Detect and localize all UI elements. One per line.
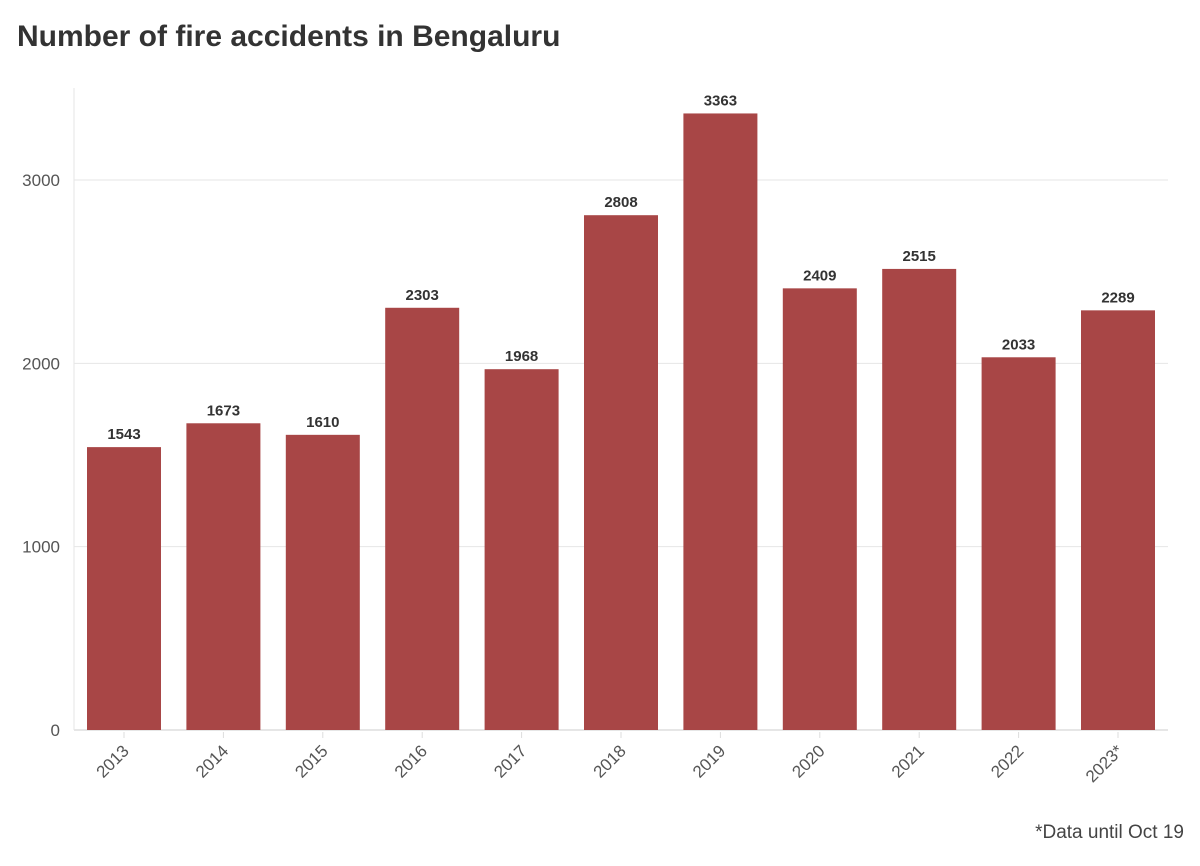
- bar: [87, 447, 161, 730]
- x-tick-label: 2015: [291, 741, 331, 781]
- bar: [484, 369, 559, 730]
- data-label: 2289: [1101, 289, 1134, 306]
- bar: [385, 307, 460, 730]
- x-tick-label: 2016: [391, 741, 431, 781]
- x-tick-label: 2023*: [1082, 741, 1127, 786]
- bar: [981, 357, 1056, 730]
- y-tick-label: 0: [51, 721, 60, 740]
- bar: [584, 215, 658, 730]
- x-tick-label: 2014: [192, 741, 232, 781]
- data-label: 1610: [306, 414, 339, 431]
- bar: [1081, 310, 1155, 730]
- bar: [285, 434, 360, 730]
- footnote: *Data until Oct 19: [1035, 822, 1184, 843]
- data-label: 1968: [505, 348, 538, 365]
- x-tick-label: 2019: [689, 741, 729, 781]
- data-label: 2033: [1002, 336, 1035, 353]
- x-tick-label: 2017: [490, 741, 530, 781]
- bar: [782, 288, 857, 730]
- data-label: 1673: [207, 402, 240, 419]
- x-tick-label: 2018: [590, 741, 630, 781]
- x-tick-label: 2013: [93, 741, 133, 781]
- data-label: 2409: [803, 267, 836, 284]
- chart-title: Number of fire accidents in Bengaluru: [17, 20, 561, 53]
- data-label: 2515: [903, 248, 936, 265]
- y-tick-label: 3000: [22, 171, 60, 190]
- x-tick-label: 2021: [888, 741, 928, 781]
- bar: [683, 113, 758, 730]
- bar: [186, 423, 261, 730]
- data-label: 2303: [406, 287, 439, 304]
- bar: [882, 268, 957, 730]
- y-tick-label: 2000: [22, 354, 60, 373]
- y-tick-label: 1000: [22, 538, 60, 557]
- x-tick-label: 2022: [987, 741, 1027, 781]
- data-label: 3363: [704, 92, 737, 109]
- x-tick-label: 2020: [788, 741, 828, 781]
- data-label: 2808: [604, 194, 637, 211]
- data-label: 1543: [107, 426, 140, 443]
